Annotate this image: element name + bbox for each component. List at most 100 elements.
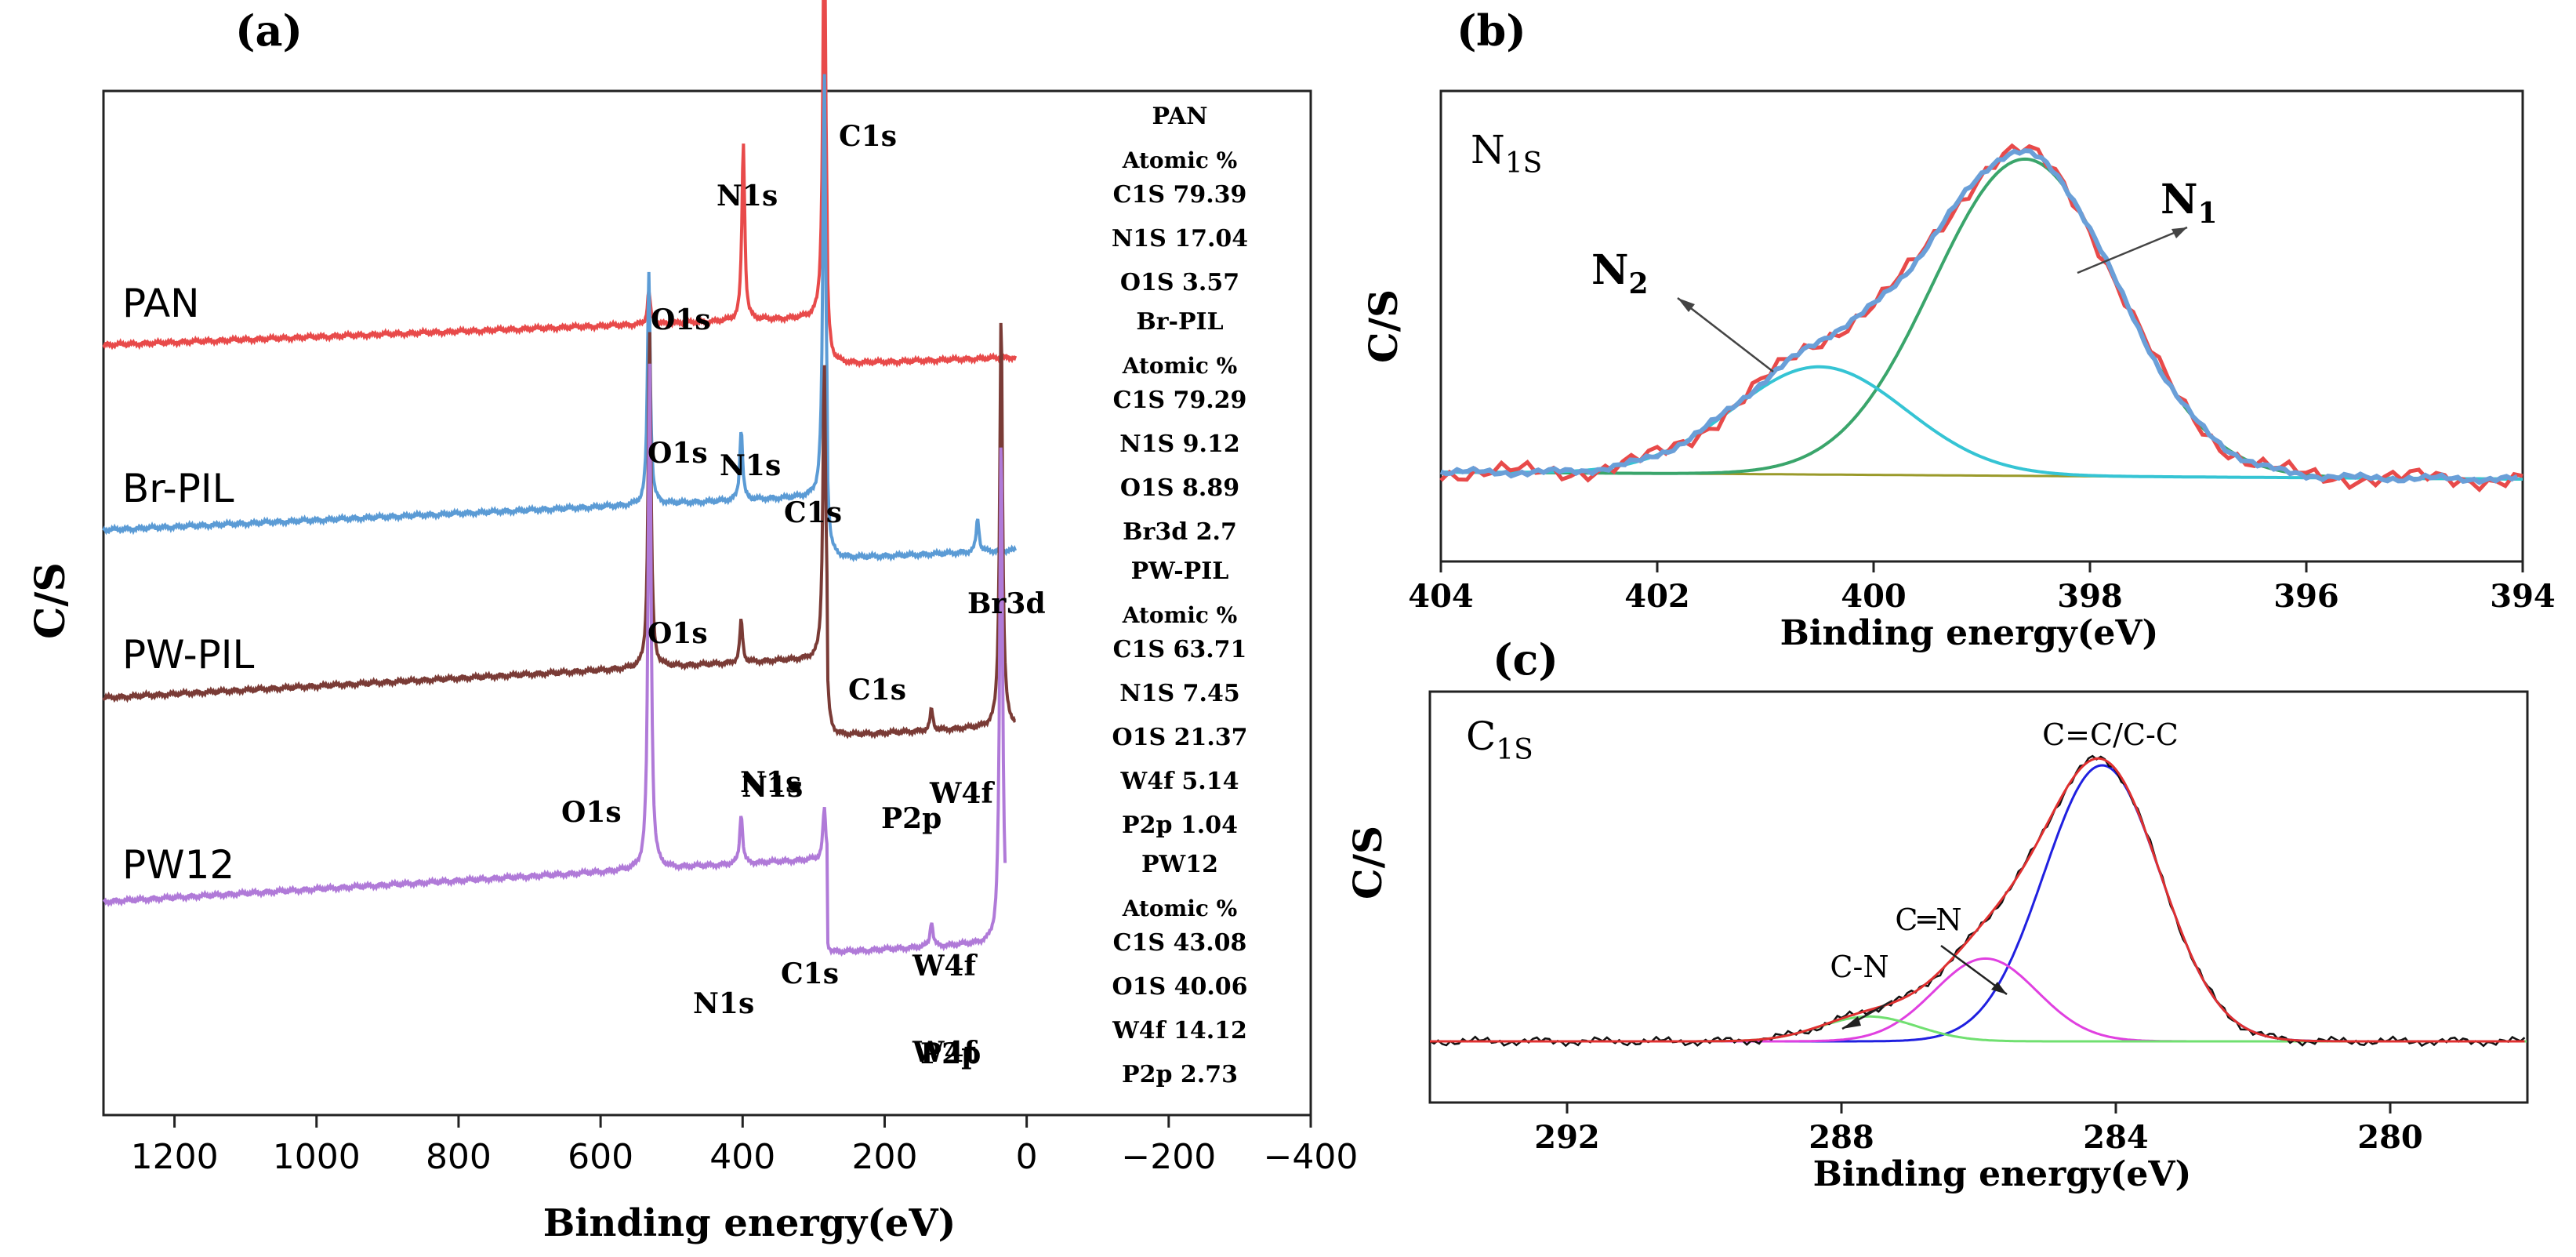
panel-c-title-main: C [1466, 714, 1496, 759]
table-row: O1S 40.06 [1112, 973, 1247, 1001]
peak-annotation: N1s [717, 180, 778, 213]
panel-c-frame [1428, 690, 2529, 1104]
panel-a-x-tick-label: −400 [1264, 1137, 1359, 1177]
table-row: O1S 21.37 [1112, 724, 1247, 751]
n2-label-main: N [1591, 246, 1629, 294]
peak-annotation: W4f [912, 1036, 978, 1069]
n2-label: N2 [1591, 246, 1649, 300]
panel-b-frame [1439, 89, 2524, 563]
panel-a-label: (a) [235, 5, 303, 56]
series-name-pan: PAN [122, 281, 200, 326]
table-row: C1S 43.08 [1113, 929, 1247, 957]
panel-a-x-tick-label: 600 [568, 1137, 633, 1177]
panel-a-x-tick-label: 400 [709, 1137, 775, 1177]
table-header: Atomic % [1122, 353, 1238, 379]
peak-annotation: N1s [742, 771, 803, 804]
panel-a-frame [102, 89, 1312, 1117]
panel-c-title: C1S [1466, 714, 1533, 766]
panel-b-x-tick-label: 402 [1624, 578, 1690, 615]
panel-b-xlabel: Binding energy(eV) [1780, 613, 2159, 653]
panel-c-ylabel: C/S [1344, 826, 1391, 899]
panel-c-x-ticks: 292 288 284 280 [1534, 1103, 2423, 1156]
peak-annotation: P2p [881, 802, 942, 835]
peak-annotation: C1s [839, 120, 897, 153]
panel-a-x-tick-label: 200 [851, 1137, 917, 1177]
c-cc-label: C=C/C-C [2042, 718, 2179, 752]
series-name-pw12: PW12 [122, 842, 234, 888]
n1-label-main: N [2161, 176, 2198, 223]
n1-arrow [2077, 226, 2188, 274]
table-sample-name: Br-PIL [1136, 308, 1223, 336]
panel-c-fit-envelope [1430, 757, 2525, 1043]
panel-a: (a) 1200 1000 800 600 400 200 0 −200 −400 Bindin… [27, 0, 1358, 1245]
panel-b-x-tick-label: 404 [1408, 578, 1474, 615]
peak-annotation: N1s [693, 987, 754, 1020]
series-line-pan [102, 0, 1018, 369]
panel-b-x-tick-label: 394 [2490, 578, 2556, 615]
table-row: P2p 2.73 [1122, 1061, 1238, 1088]
table-row: W4f 5.14 [1120, 768, 1239, 795]
table-sample-name: PW-PIL [1131, 558, 1229, 585]
table-header: Atomic % [1122, 602, 1238, 628]
peak-annotation: C1s [781, 957, 839, 990]
table-row: Br3d 2.7 [1123, 518, 1237, 546]
panel-b-x-ticks: 404 402 400 398 396 394 [1408, 561, 2556, 615]
peak-annotation: C1s [848, 674, 906, 707]
panel-c-x-tick-label: 280 [2357, 1119, 2423, 1156]
table-header: Atomic % [1122, 147, 1238, 173]
panel-a-x-ticks: 1200 1000 800 600 400 200 0 −200 −400 [131, 1115, 1359, 1177]
table-row: C1S 79.29 [1113, 387, 1247, 414]
panel-b-raw-data [1439, 143, 2523, 493]
panel-b-title-sub: 1S [1505, 147, 1543, 180]
panel-c-xlabel: Binding energy(eV) [1813, 1154, 2192, 1194]
panel-b-x-tick-label: 400 [1841, 578, 1907, 615]
panel-a-x-tick-label: 800 [426, 1137, 492, 1177]
panel-a-ylabel: C/S [27, 562, 74, 639]
peak-annotation: W4f [912, 950, 978, 983]
table-row: N1S 7.45 [1119, 680, 1239, 707]
panel-c: (c) 292 288 284 280 Binding energy(eV) C/S … [1344, 634, 2529, 1194]
panel-a-xlabel: Binding energy(eV) [543, 1201, 956, 1245]
panel-a-series-names: PAN Br-PIL PW-PIL PW12 [122, 281, 255, 888]
n2-label-sub: 2 [1629, 267, 1649, 300]
peak-annotation: N1s [740, 766, 801, 799]
panel-b-ylabel: C/S [1360, 289, 1406, 363]
series-line-br-pil [102, 74, 1018, 563]
series-name-br-pil: Br-PIL [122, 466, 234, 511]
panel-b-label: (b) [1457, 5, 1526, 56]
panel-c-title-sub: 1S [1496, 734, 1533, 766]
c-n-single-arrowhead [1842, 1016, 1861, 1029]
n1-label-sub: 1 [2198, 197, 2218, 230]
series-line-pw-pil [102, 322, 1016, 739]
table-row: O1S 3.57 [1120, 269, 1239, 296]
n1-label: N1 [2161, 176, 2218, 230]
series-line-pw12 [102, 363, 1007, 957]
series-name-pw-pil: PW-PIL [122, 632, 255, 678]
panel-c-x-tick-label: 288 [1809, 1119, 1874, 1156]
peak-annotation: O1s [648, 437, 708, 470]
peak-annotation: Br3d [967, 587, 1046, 620]
component-c-c-c-c [1430, 764, 2527, 1043]
panel-a-x-tick-label: 1000 [273, 1137, 361, 1177]
panel-c-raw-data [1429, 754, 2526, 1048]
panel-a-series [102, 0, 1018, 957]
component-n1 [1441, 157, 2523, 481]
panel-a-x-tick-label: −200 [1121, 1137, 1216, 1177]
peak-annotation: O1s [561, 796, 622, 829]
c-n-double-label: C═N [1895, 903, 1961, 937]
peak-annotation: O1s [648, 617, 708, 650]
panel-b-fit-envelope [1439, 148, 2519, 485]
panel-b-curves [1439, 143, 2523, 493]
table-row: W4f 14.12 [1112, 1017, 1247, 1044]
peak-annotation: N1s [720, 449, 781, 482]
table-row: N1S 17.04 [1112, 225, 1248, 252]
component-c-n [1430, 957, 2527, 1043]
panel-a-x-tick-label: 0 [1016, 1137, 1038, 1177]
peak-annotation: W4f [929, 777, 995, 810]
table-header: Atomic % [1122, 896, 1238, 921]
table-row: C1S 79.39 [1113, 181, 1247, 209]
peak-annotation: C1s [784, 496, 842, 529]
panel-c-x-tick-label: 284 [2083, 1119, 2149, 1156]
panel-c-x-tick-label: 292 [1534, 1119, 1600, 1156]
